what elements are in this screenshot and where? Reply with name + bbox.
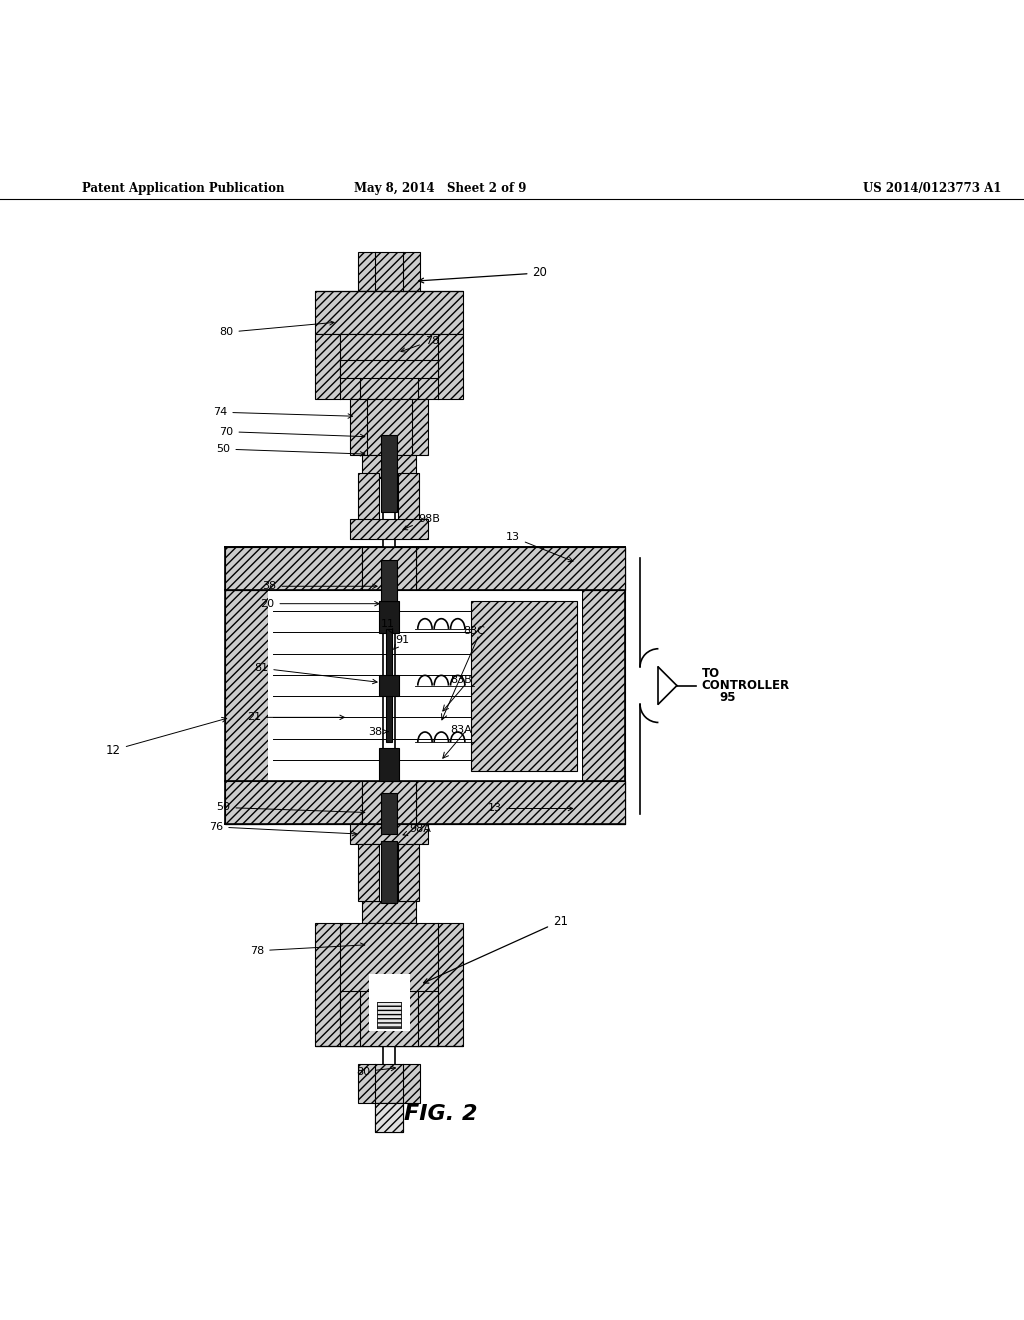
Text: 21: 21 [247,713,344,722]
Text: 50: 50 [216,803,365,814]
Text: 83B: 83B [451,676,472,685]
Bar [365,545,414,593]
Text: 98B: 98B [402,513,439,529]
Bar [416,548,625,590]
Text: 78: 78 [401,335,439,352]
Text: Patent Application Publication: Patent Application Publication [82,182,285,195]
Bar [582,548,625,824]
Bar [362,781,416,824]
Bar [379,601,399,634]
Bar [383,256,395,1098]
Bar [315,923,463,1045]
Text: 13: 13 [506,532,572,562]
Text: 21: 21 [424,915,568,983]
Text: 76: 76 [209,822,356,836]
Bar [362,900,416,923]
Text: 70: 70 [219,426,365,438]
Bar [315,334,463,399]
Bar [358,473,379,529]
Bar [377,1002,401,1027]
Text: 20: 20 [419,267,548,282]
Bar [350,519,428,539]
Text: 11: 11 [381,619,395,634]
Bar [340,360,438,379]
Bar [471,601,577,771]
Bar [377,1002,401,1027]
Bar [398,473,419,529]
Bar [358,845,379,900]
Bar [375,1104,403,1133]
Bar [381,841,397,903]
Text: US 2014/0123773 A1: US 2014/0123773 A1 [862,182,1001,195]
Text: 13: 13 [487,804,572,813]
Text: 12: 12 [105,717,226,756]
Text: 74: 74 [213,407,352,418]
Bar [350,399,428,455]
Bar [225,548,625,590]
Text: 38: 38 [262,581,377,591]
Text: FIG. 2: FIG. 2 [403,1104,477,1123]
Text: May 8, 2014   Sheet 2 of 9: May 8, 2014 Sheet 2 of 9 [354,182,526,195]
Bar [358,252,420,292]
Bar [225,781,362,824]
Text: 91: 91 [393,635,410,649]
Bar [398,845,419,900]
Text: 80: 80 [219,321,334,338]
Bar [225,781,625,824]
Bar [375,1104,403,1133]
Bar [225,548,362,590]
Bar [381,560,397,601]
Text: 98A: 98A [403,824,431,836]
Text: 50: 50 [216,444,365,457]
Bar [358,1064,420,1104]
Bar [386,630,392,742]
Text: 80: 80 [356,1067,395,1077]
Bar [381,793,397,834]
Bar [268,590,582,781]
Bar [315,292,463,334]
Text: 78: 78 [250,942,365,956]
Text: 83C: 83C [463,626,484,636]
Bar [362,455,416,478]
Bar [379,748,399,781]
Bar [340,991,438,1045]
Bar [379,676,399,696]
Text: 38: 38 [369,727,388,737]
Bar [350,824,428,845]
Text: 20: 20 [260,599,379,609]
Bar [416,781,625,824]
Bar [369,974,410,1031]
Bar [362,548,416,590]
Bar [365,779,414,826]
Text: 81: 81 [254,663,377,684]
Text: TO: TO [701,667,720,680]
Bar [381,434,397,512]
Text: 95: 95 [720,692,736,705]
Text: 83A: 83A [451,725,472,735]
Text: CONTROLLER: CONTROLLER [701,678,790,692]
Bar [225,548,268,824]
